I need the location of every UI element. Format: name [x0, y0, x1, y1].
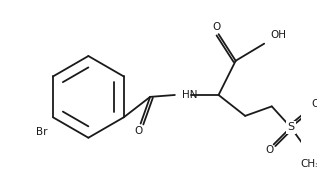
Text: S: S — [287, 122, 294, 132]
Text: O: O — [266, 145, 274, 155]
Text: O: O — [135, 126, 143, 136]
Text: CH₃: CH₃ — [300, 159, 317, 169]
Text: Br: Br — [36, 127, 47, 137]
Text: OH: OH — [271, 30, 287, 40]
Text: O: O — [311, 99, 317, 109]
Text: S: S — [287, 122, 294, 132]
Text: O: O — [212, 22, 221, 32]
Text: HN: HN — [183, 90, 198, 100]
